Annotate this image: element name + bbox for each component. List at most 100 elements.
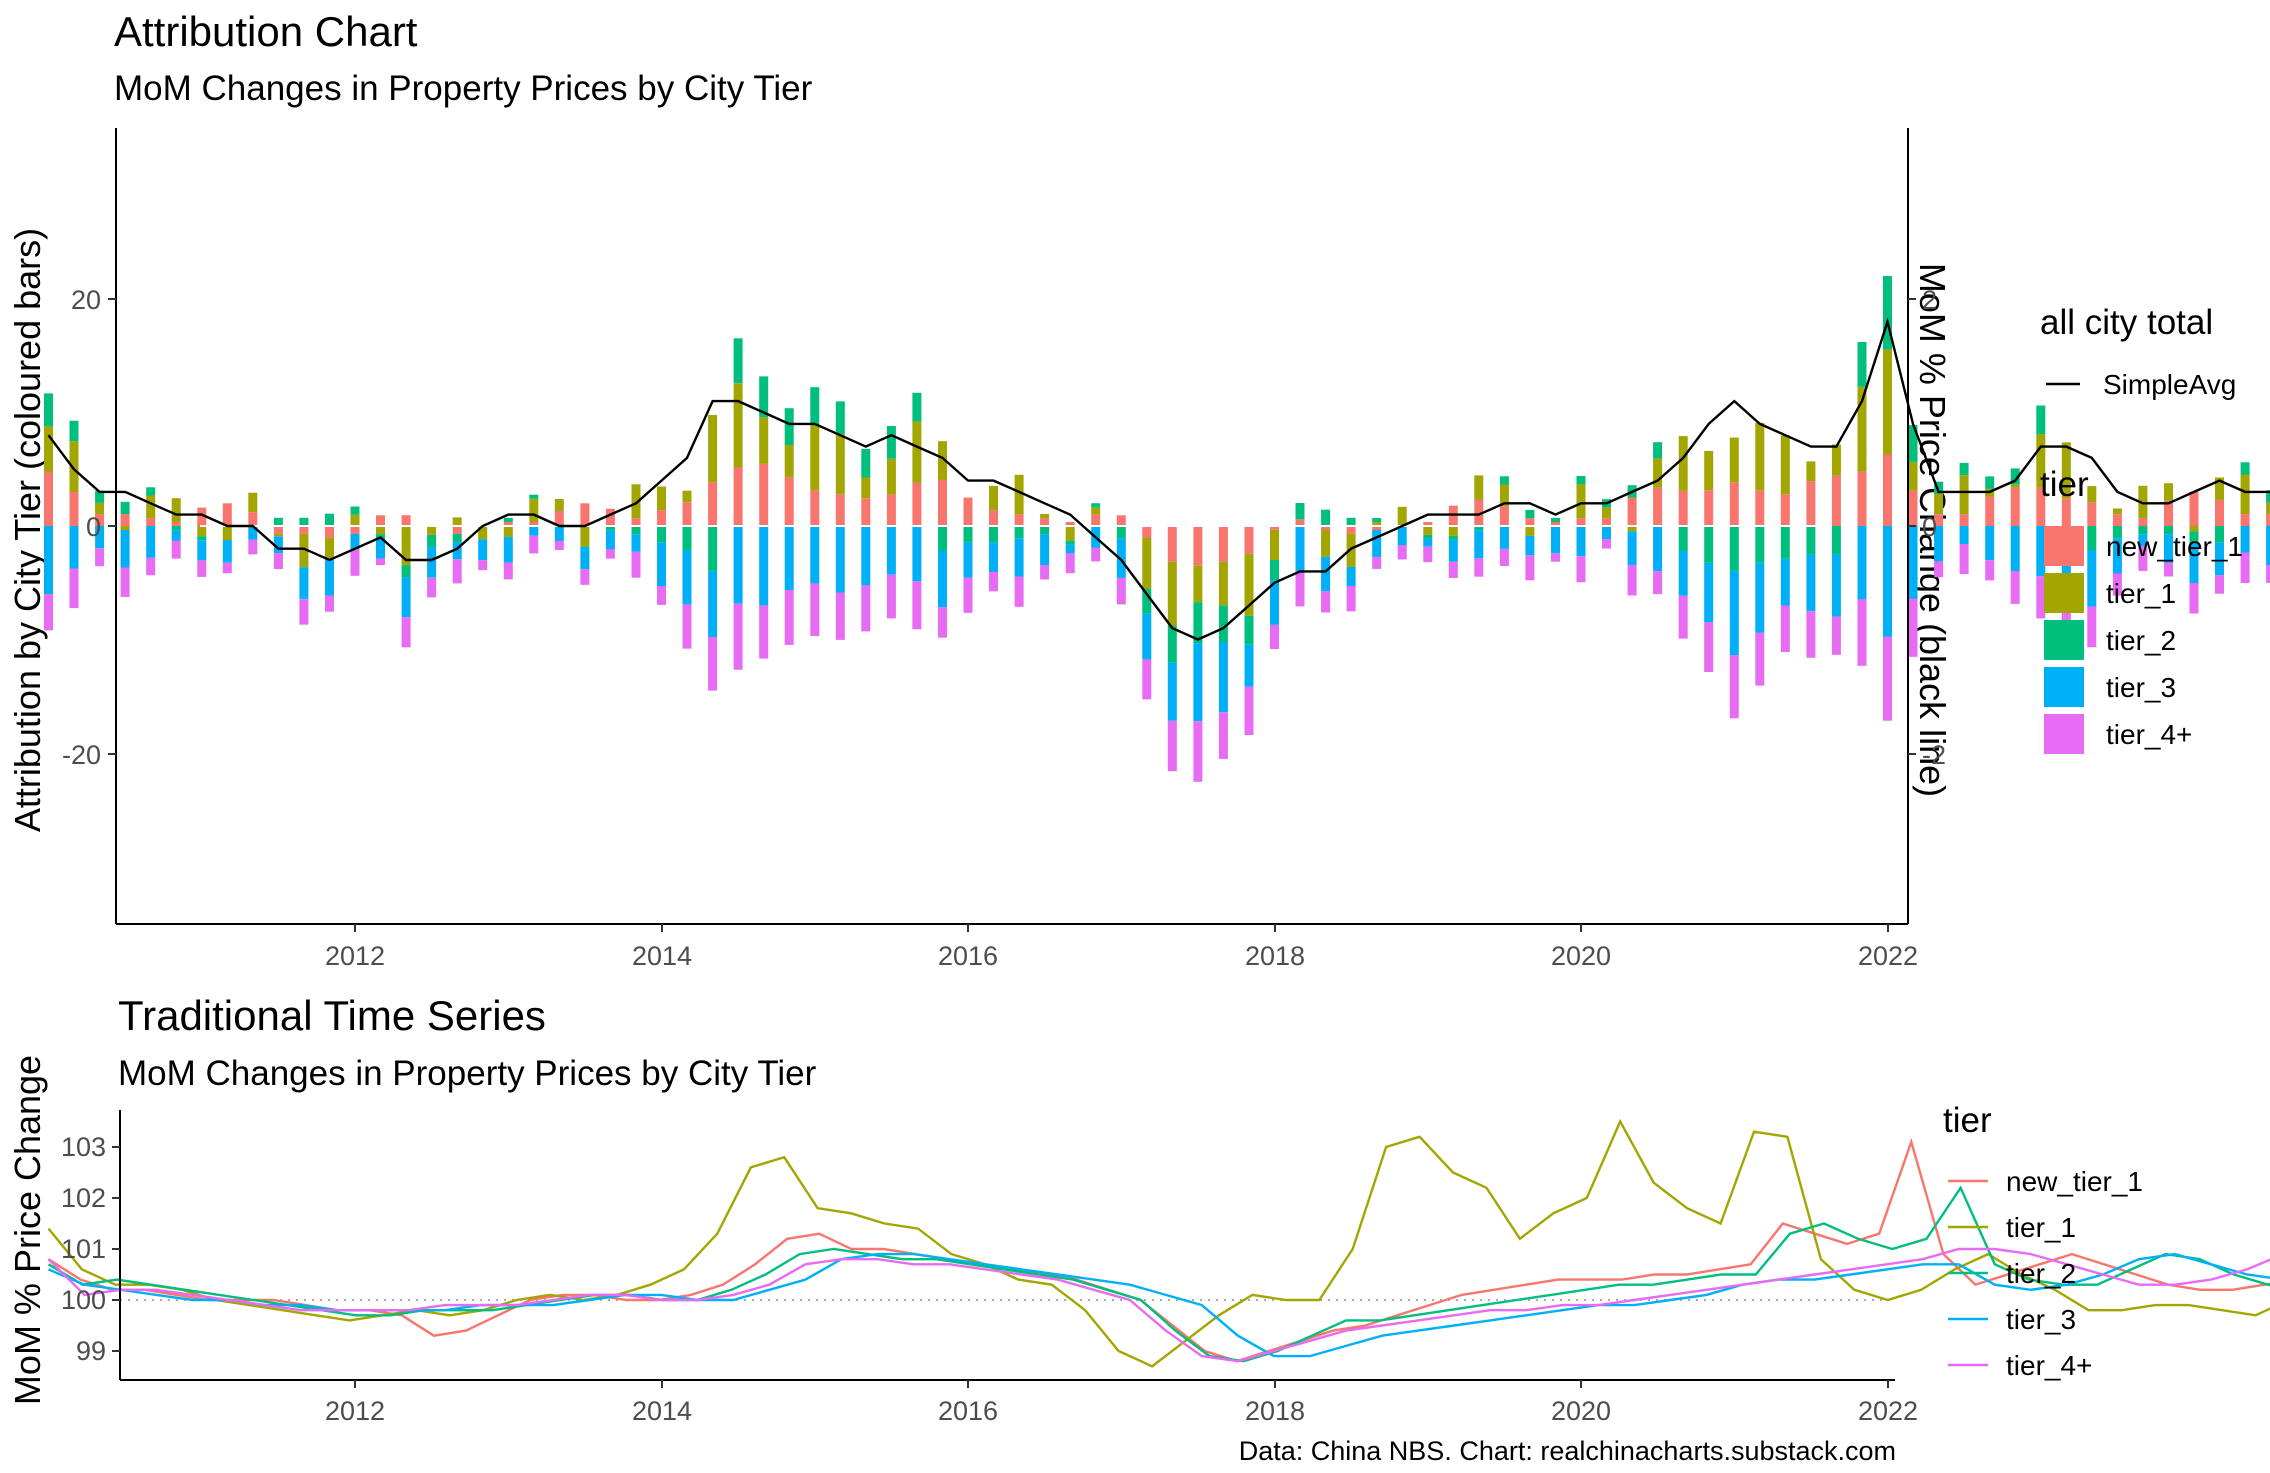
bar-segment-tier_1 bbox=[2113, 509, 2122, 515]
x-tick-label: 2018 bbox=[1245, 1396, 1305, 1426]
bar-segment-tier_4 bbox=[504, 563, 513, 580]
bar-segment-tier_3 bbox=[1577, 526, 1586, 556]
bar-segment-tier_1 bbox=[504, 526, 513, 537]
bar-segment-tier_3 bbox=[2036, 526, 2045, 576]
bar-segment-tier_2 bbox=[504, 518, 513, 522]
bar-segment-tier_1 bbox=[861, 478, 870, 499]
bar-segment-tier_1 bbox=[1142, 538, 1151, 589]
bar-segment-tier_2 bbox=[172, 526, 181, 530]
bar-segment-tier_3 bbox=[1168, 662, 1177, 720]
legend-label: new_tier_1 bbox=[2106, 531, 2243, 562]
bar-segment-new_tier_1 bbox=[759, 464, 768, 526]
bar-segment-tier_3 bbox=[657, 542, 666, 586]
bar-segment-tier_4 bbox=[2036, 576, 2045, 618]
bar-segment-tier_4 bbox=[402, 617, 411, 647]
bar-segment-new_tier_1 bbox=[606, 509, 615, 526]
y-tick-label: 0 bbox=[86, 512, 101, 542]
bar-segment-new_tier_1 bbox=[836, 494, 845, 526]
bar-segment-tier_4 bbox=[1423, 547, 1432, 562]
bar-segment-tier_2 bbox=[1066, 541, 1075, 545]
bar-segment-new_tier_1 bbox=[1040, 518, 1049, 526]
chart2-x-ticks: 2012 2014 2016 2018 2020 2022 bbox=[325, 1380, 1918, 1426]
bar-segment-tier_1 bbox=[274, 534, 283, 536]
bar-segment-new_tier_1 bbox=[989, 510, 998, 526]
bar-segment-tier_2 bbox=[938, 526, 947, 551]
bar-segment-new_tier_1 bbox=[683, 502, 692, 526]
bar-segment-new_tier_1 bbox=[632, 518, 641, 526]
bar-segment-tier_3 bbox=[2011, 526, 2020, 571]
chart2-subtitle: MoM Changes in Property Prices by City T… bbox=[118, 1054, 817, 1093]
bar-segment-new_tier_1 bbox=[1347, 526, 1356, 534]
bar-segment-tier_3 bbox=[1806, 555, 1815, 612]
caption: Data: China NBS. Chart: realchinacharts.… bbox=[1239, 1436, 1896, 1466]
bar-segment-tier_1 bbox=[1679, 436, 1688, 491]
bar-segment-tier_3 bbox=[1985, 526, 1994, 560]
bar-segment-new_tier_1 bbox=[2087, 502, 2096, 526]
bar-segment-tier_3 bbox=[1730, 571, 1739, 655]
bar-segment-new_tier_1 bbox=[1858, 471, 1867, 526]
bar-segment-tier_4 bbox=[708, 637, 717, 691]
legend-label: tier_4+ bbox=[2106, 719, 2192, 750]
bar-segment-tier_1 bbox=[810, 424, 819, 490]
bar-segment-tier_1 bbox=[887, 459, 896, 495]
bar-segment-tier_1 bbox=[912, 421, 921, 482]
bar-segment-tier_4 bbox=[1525, 555, 1534, 580]
bar-segment-tier_4 bbox=[836, 593, 845, 640]
bar-segment-tier_2 bbox=[427, 535, 436, 547]
x-tick-label: 2014 bbox=[632, 941, 692, 971]
bar-segment-new_tier_1 bbox=[2266, 514, 2270, 526]
bar-segment-tier_1 bbox=[1449, 526, 1458, 536]
bar-segment-tier_1 bbox=[146, 496, 155, 519]
bar-segment-tier_4 bbox=[1270, 625, 1279, 649]
bar-segment-tier_3 bbox=[1858, 526, 1867, 599]
y-tick-label: 100 bbox=[61, 1285, 106, 1315]
bar-segment-tier_1 bbox=[1321, 530, 1330, 557]
bar-segment-tier_1 bbox=[197, 526, 206, 536]
bar-segment-tier_1 bbox=[1474, 475, 1483, 499]
bar-segment-tier_4 bbox=[1193, 721, 1202, 782]
bar-segment-new_tier_1 bbox=[2215, 500, 2224, 526]
bar-segment-tier_4 bbox=[1806, 611, 1815, 658]
x-tick-label: 2020 bbox=[1551, 1396, 1611, 1426]
bar-segment-new_tier_1 bbox=[1985, 497, 1994, 526]
bar-segment-tier_4 bbox=[2011, 571, 2020, 604]
bar-segment-new_tier_1 bbox=[810, 490, 819, 526]
bar-segment-tier_2 bbox=[1704, 526, 1713, 563]
bar-segment-tier_2 bbox=[274, 518, 283, 526]
legend-swatch-tier-4 bbox=[2044, 714, 2084, 754]
bar-segment-tier_3 bbox=[861, 526, 870, 585]
bar-segment-new_tier_1 bbox=[70, 492, 79, 526]
bar-segment-tier_4 bbox=[759, 605, 768, 658]
bar-segment-new_tier_1 bbox=[274, 526, 283, 534]
bar-segment-tier_4 bbox=[1296, 571, 1305, 606]
y-tick-label: 102 bbox=[61, 1183, 106, 1213]
bar-segment-tier_3 bbox=[1525, 536, 1534, 555]
bar-segment-tier_4 bbox=[1679, 596, 1688, 639]
legend-swatch-tier-1 bbox=[2044, 573, 2084, 613]
bar-segment-tier_1 bbox=[1525, 526, 1534, 536]
legend-swatch-new-tier-1 bbox=[2044, 526, 2084, 566]
bar-segment-new_tier_1 bbox=[1628, 498, 1637, 527]
bar-segment-tier_2 bbox=[402, 565, 411, 577]
bar-segment-tier_4 bbox=[912, 581, 921, 629]
bar-segment-new_tier_1 bbox=[376, 515, 385, 526]
bar-segment-tier_4 bbox=[555, 541, 564, 550]
bar-segment-tier_3 bbox=[1245, 644, 1254, 686]
bar-segment-tier_3 bbox=[1449, 540, 1458, 562]
bar-segment-new_tier_1 bbox=[1577, 518, 1586, 526]
line-legend: all city total SimpleAvg bbox=[2040, 303, 2236, 400]
bar-segment-tier_4 bbox=[1730, 655, 1739, 718]
bar-segment-tier_2 bbox=[1806, 526, 1815, 555]
y2-tick-label: 2 bbox=[1922, 285, 1937, 315]
bar-segment-tier_3 bbox=[529, 526, 538, 536]
bar-segment-tier_4 bbox=[172, 541, 181, 559]
bar-segment-tier_2 bbox=[734, 338, 743, 383]
bar-segment-tier_2 bbox=[1985, 476, 1994, 488]
bar-segment-tier_1 bbox=[708, 415, 717, 482]
bar-segment-new_tier_1 bbox=[1909, 490, 1918, 526]
bar-segment-tier_3 bbox=[785, 526, 794, 590]
bar-segment-tier_2 bbox=[810, 387, 819, 424]
legend-label: tier_3 bbox=[2006, 1304, 2076, 1335]
bar-segment-tier_4 bbox=[964, 578, 973, 613]
